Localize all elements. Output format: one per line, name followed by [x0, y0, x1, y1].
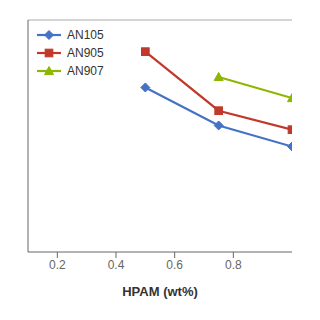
svg-text:0.2: 0.2 — [49, 258, 66, 272]
svg-text:HPAM (wt%): HPAM (wt%) — [122, 284, 198, 299]
html-text:AN907: AN907 — [67, 64, 104, 78]
html-text:AN105: AN105 — [67, 28, 104, 42]
svg-text:0.8: 0.8 — [225, 258, 242, 272]
svg-text:0.4: 0.4 — [108, 258, 125, 272]
svg-text:0.6: 0.6 — [166, 258, 183, 272]
html-text:AN905: AN905 — [67, 46, 104, 60]
